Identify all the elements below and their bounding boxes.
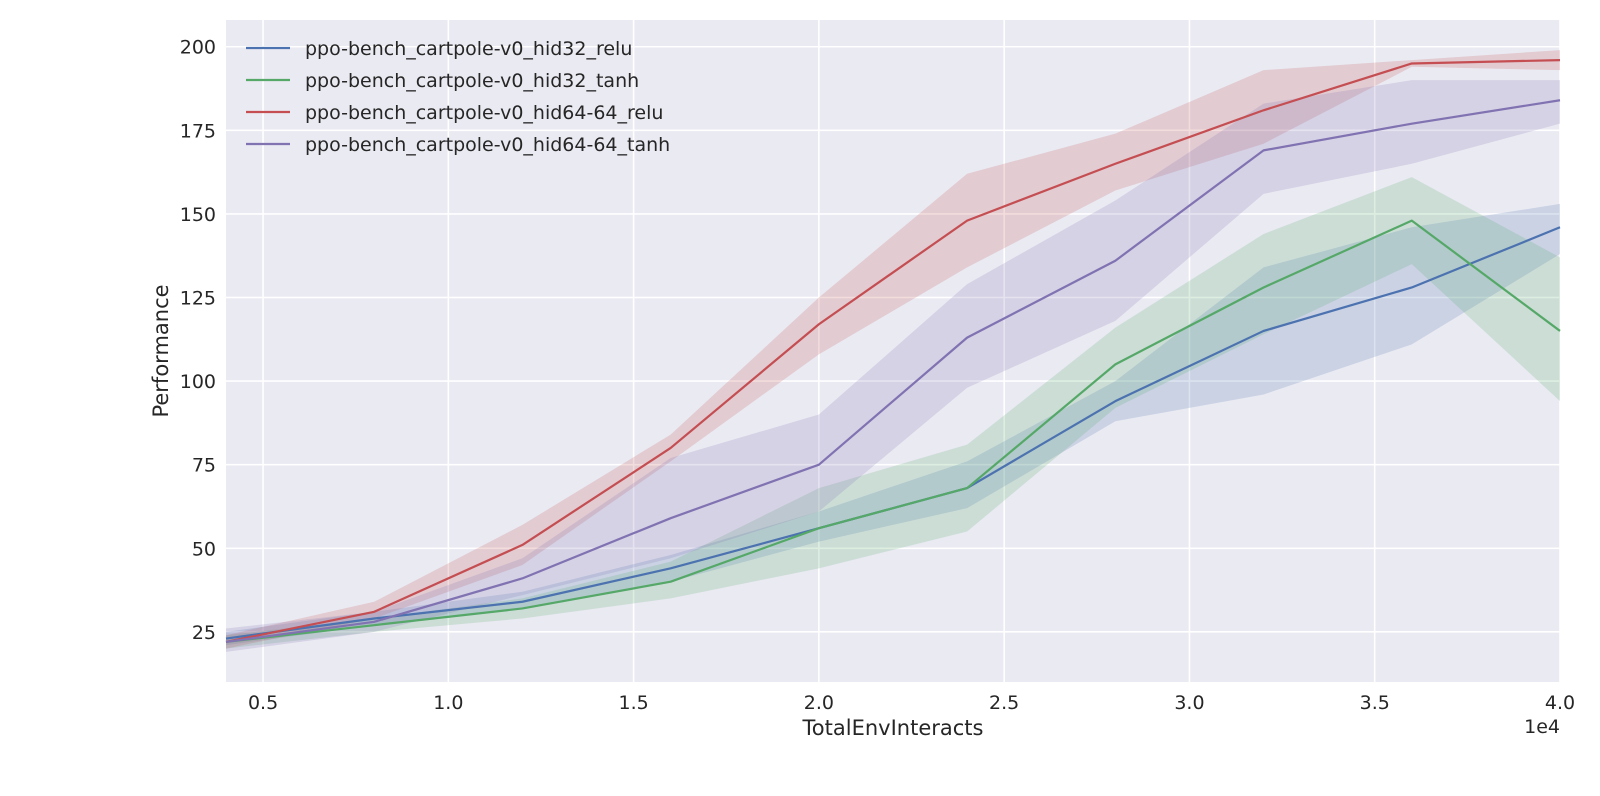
grid-lines	[226, 20, 1561, 682]
confidence-band-2	[226, 177, 1560, 649]
series-line-2	[225, 219, 1561, 643]
x-axis-title: TotalEnvInteracts	[802, 716, 984, 740]
legend-label-2: ppo-bench_cartpole-v0_hid32_tanh	[305, 70, 639, 92]
x-tick-label: 3.5	[1360, 692, 1390, 714]
y-tick-label: 75	[192, 455, 216, 477]
y-tick-label: 175	[180, 120, 216, 142]
x-tick-label: 2.0	[804, 692, 834, 714]
legend-label-3: ppo-bench_cartpole-v0_hid64-64_relu	[305, 102, 663, 124]
confidence-band-1	[226, 203, 1560, 646]
series-lines	[225, 59, 1561, 643]
confidence-band-4	[226, 80, 1560, 652]
x-axis-ticks: 0.5 1.0 1.5 2.0 2.5 3.0 3.5 4.0	[248, 692, 1575, 714]
x-tick-label: 0.5	[248, 692, 278, 714]
y-tick-label: 150	[180, 204, 216, 226]
x-tick-label: 1.0	[433, 692, 463, 714]
series-line-4	[225, 99, 1561, 643]
y-axis-ticks: 25 50 75 100 125 150 175 200	[180, 37, 216, 644]
y-tick-label: 50	[192, 538, 216, 560]
y-tick-label: 100	[180, 371, 216, 393]
y-tick-label: 125	[180, 288, 216, 310]
x-tick-label: 4.0	[1545, 692, 1575, 714]
x-axis-offset-label: 1e4	[1524, 716, 1560, 738]
legend-label-4: ppo-bench_cartpole-v0_hid64-64_tanh	[305, 134, 670, 156]
legend-label-1: ppo-bench_cartpole-v0_hid32_relu	[305, 38, 632, 60]
x-tick-label: 2.5	[989, 692, 1019, 714]
y-tick-label: 25	[192, 622, 216, 644]
legend: ppo-bench_cartpole-v0_hid32_relu ppo-benc…	[246, 38, 670, 156]
x-tick-label: 1.5	[619, 692, 649, 714]
x-tick-label: 3.0	[1174, 692, 1204, 714]
y-axis-title: Performance	[149, 284, 173, 417]
confidence-bands	[226, 50, 1560, 652]
series-line-3	[225, 59, 1561, 643]
y-tick-label: 200	[180, 37, 216, 59]
